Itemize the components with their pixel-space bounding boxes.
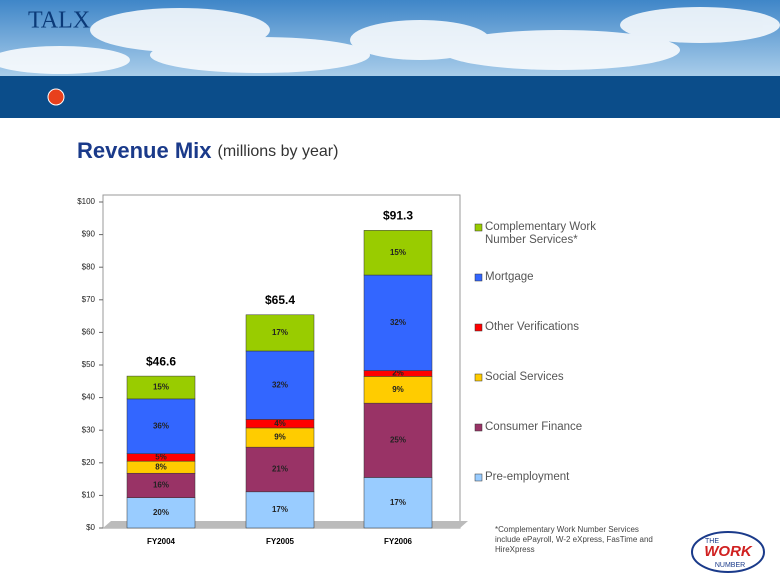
bar-segment xyxy=(363,477,433,529)
x-tick-label: FY2005 xyxy=(266,537,295,546)
total-label: $65.4 xyxy=(265,293,295,307)
segment-label: 17% xyxy=(272,505,288,514)
total-label: $91.3 xyxy=(383,209,413,223)
chart-title: Revenue Mix (millions by year) xyxy=(77,138,338,163)
segment-label: 9% xyxy=(274,433,286,442)
segment-label: 8% xyxy=(155,462,167,471)
y-tick-label: $50 xyxy=(82,360,96,369)
segment-label: 21% xyxy=(272,465,288,474)
legend-swatch xyxy=(474,373,483,382)
x-tick-label: FY2006 xyxy=(384,537,413,546)
segment-label: 17% xyxy=(272,328,288,337)
y-tick-label: $0 xyxy=(86,523,95,532)
legend-label: Mortgage xyxy=(485,271,534,283)
segment-label: 25% xyxy=(390,435,406,444)
bar-segment xyxy=(126,472,196,498)
segment-label: 2% xyxy=(392,369,404,378)
legend-label: Pre-employment xyxy=(485,471,570,483)
bar-segment xyxy=(245,350,315,420)
bar-segment xyxy=(245,491,315,529)
legend-swatch xyxy=(474,423,483,432)
segment-label: 9% xyxy=(392,385,404,394)
y-tick-label: $70 xyxy=(82,295,96,304)
logo-ring xyxy=(691,531,765,573)
bar-segment xyxy=(126,497,196,529)
segment-label: 15% xyxy=(153,383,169,392)
segment-label: 4% xyxy=(274,419,286,428)
y-tick-label: $20 xyxy=(82,458,96,467)
legend-label: Other Verifications xyxy=(485,321,579,333)
y-tick-label: $90 xyxy=(82,230,96,239)
x-tick-label: FY2004 xyxy=(147,537,176,546)
segment-label: 20% xyxy=(153,508,169,517)
logo-the: THE xyxy=(705,538,719,545)
segment-label: 36% xyxy=(153,421,169,430)
subtitle: (millions by year) xyxy=(218,143,339,160)
bar-segment xyxy=(126,398,196,454)
segment-label: 32% xyxy=(272,380,288,389)
logo-number: NUMBER xyxy=(715,562,745,569)
clouds xyxy=(0,7,780,74)
bar-segment xyxy=(363,274,433,371)
bar-segment xyxy=(245,314,315,352)
y-tick-label: $10 xyxy=(82,491,96,500)
bar-segment xyxy=(363,230,433,276)
legend-swatch xyxy=(474,473,483,482)
legend-label: Consumer Finance xyxy=(485,421,583,433)
header-band xyxy=(0,76,780,118)
total-label: $46.6 xyxy=(146,354,176,368)
legend-swatch xyxy=(474,273,483,282)
segment-label: 32% xyxy=(390,318,406,327)
y-tick-label: $100 xyxy=(77,197,95,206)
title: Revenue Mix xyxy=(77,138,212,163)
logo-work: WORK xyxy=(704,543,753,560)
y-tick-label: $60 xyxy=(82,328,96,337)
legend-label: Complementary Work Number Services* xyxy=(485,221,596,246)
bar-segment xyxy=(363,402,433,478)
y-tick-label: $80 xyxy=(82,262,96,271)
y-tick-label: $30 xyxy=(82,425,96,434)
legend-swatch xyxy=(474,223,483,232)
segment-label: 17% xyxy=(390,498,406,507)
footnote: *Complementary Work Number Services incl… xyxy=(495,525,653,554)
segment-label: 16% xyxy=(153,481,169,490)
logo: TALX xyxy=(28,8,90,34)
bar-segment xyxy=(363,376,433,404)
segment-label: 5% xyxy=(155,453,167,462)
bar-segment xyxy=(245,446,315,493)
y-tick-label: $40 xyxy=(82,393,96,402)
legend-swatch xyxy=(474,323,483,332)
bullet-dot xyxy=(47,88,65,106)
segment-label: 15% xyxy=(390,248,406,257)
legend-label: Social Services xyxy=(485,371,564,383)
bar-segment xyxy=(126,375,196,400)
